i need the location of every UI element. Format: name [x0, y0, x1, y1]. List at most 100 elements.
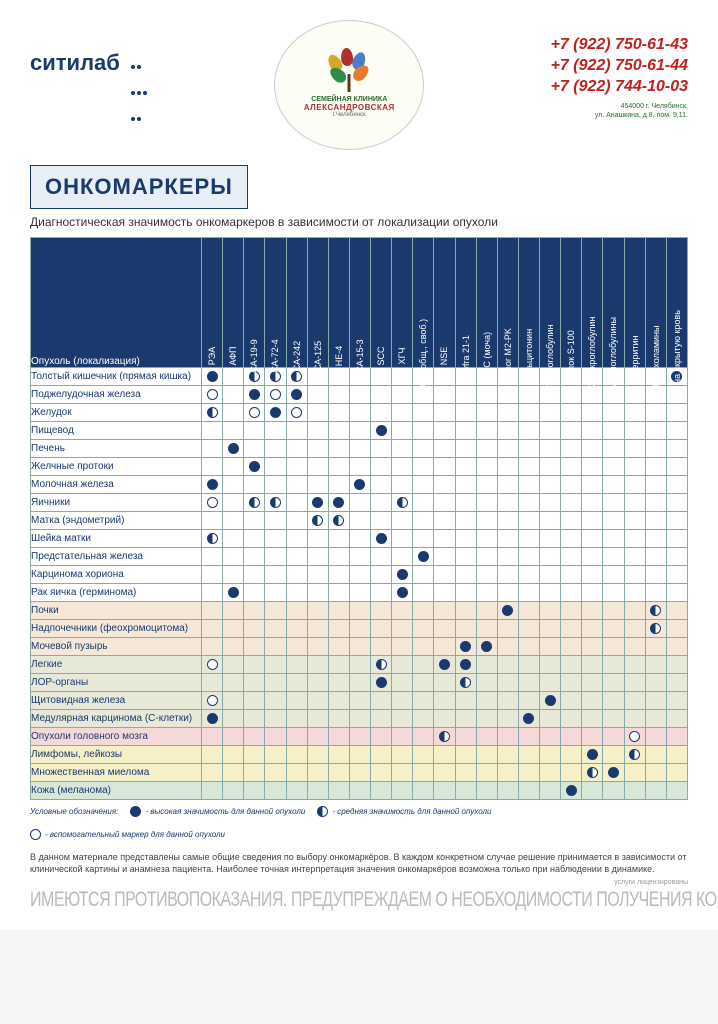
matrix-cell	[624, 584, 645, 602]
matrix-cell	[202, 566, 223, 584]
matrix-cell	[497, 386, 518, 404]
matrix-cell	[413, 584, 434, 602]
matrix-cell	[666, 476, 687, 494]
matrix-cell	[666, 620, 687, 638]
matrix-cell	[328, 386, 349, 404]
matrix-cell	[561, 476, 582, 494]
matrix-cell	[540, 710, 561, 728]
matrix-cell	[413, 440, 434, 458]
matrix-cell	[244, 476, 265, 494]
matrix-cell	[392, 368, 413, 386]
matrix-cell	[392, 404, 413, 422]
row-label: Кожа (меланома)	[31, 782, 202, 800]
matrix-cell	[223, 638, 244, 656]
matrix-cell	[476, 764, 497, 782]
matrix-cell	[244, 494, 265, 512]
matrix-cell	[265, 530, 286, 548]
empty-circle-icon	[291, 407, 302, 418]
matrix-cell	[349, 674, 370, 692]
col-header: Кал на скрытую кровь	[666, 238, 687, 368]
matrix-cell	[497, 710, 518, 728]
matrix-cell	[561, 584, 582, 602]
matrix-cell	[286, 674, 307, 692]
matrix-cell	[434, 782, 455, 800]
matrix-cell	[392, 476, 413, 494]
matrix-cell	[307, 422, 328, 440]
half-circle-icon	[207, 407, 218, 418]
matrix-cell	[286, 422, 307, 440]
matrix-cell	[286, 494, 307, 512]
row-label: Множественная миелома	[31, 764, 202, 782]
matrix-cell	[244, 620, 265, 638]
matrix-cell	[307, 656, 328, 674]
matrix-cell	[455, 386, 476, 404]
matrix-cell	[603, 422, 624, 440]
matrix-cell	[392, 764, 413, 782]
matrix-cell	[307, 458, 328, 476]
matrix-cell	[497, 512, 518, 530]
matrix-cell	[349, 746, 370, 764]
matrix-cell	[265, 386, 286, 404]
matrix-cell	[244, 638, 265, 656]
col-header: SCC	[371, 238, 392, 368]
matrix-cell	[223, 530, 244, 548]
matrix-cell	[455, 512, 476, 530]
matrix-cell	[540, 566, 561, 584]
col-header: Tumor M2-PK	[497, 238, 518, 368]
matrix-cell	[244, 548, 265, 566]
matrix-cell	[223, 548, 244, 566]
document-page: ситилаб СЕМЕЙНАЯ КЛИНИКА АЛЕКСАНДРОВСКАЯ…	[0, 0, 718, 930]
matrix-cell	[307, 602, 328, 620]
matrix-cell	[328, 620, 349, 638]
row-label: Желчные протоки	[31, 458, 202, 476]
matrix-cell	[434, 602, 455, 620]
row-label: Толстый кишечник (прямая кишка)	[31, 368, 202, 386]
matrix-cell	[624, 404, 645, 422]
matrix-cell	[518, 584, 539, 602]
matrix-cell	[307, 386, 328, 404]
full-circle-icon	[207, 371, 218, 382]
col-header: ПСА (общ., своб.)	[413, 238, 434, 368]
empty-circle-icon	[30, 829, 41, 840]
matrix-cell	[371, 404, 392, 422]
matrix-cell	[561, 602, 582, 620]
matrix-cell	[413, 602, 434, 620]
matrix-cell	[497, 782, 518, 800]
empty-circle-icon	[207, 497, 218, 508]
matrix-cell	[265, 674, 286, 692]
matrix-cell	[518, 728, 539, 746]
table-row: Рак яичка (герминома)	[31, 584, 688, 602]
table-row: Матка (эндометрий)	[31, 512, 688, 530]
row-label: Почки	[31, 602, 202, 620]
matrix-cell	[497, 692, 518, 710]
matrix-cell	[392, 566, 413, 584]
matrix-cell	[371, 710, 392, 728]
half-circle-icon	[317, 806, 328, 817]
table-row: ЛОР-органы	[31, 674, 688, 692]
table-row: Опухоли головного мозга	[31, 728, 688, 746]
clinic-line2: АЛЕКСАНДРОВСКАЯ	[304, 103, 395, 112]
matrix-cell	[286, 656, 307, 674]
matrix-cell	[497, 548, 518, 566]
matrix-cell	[223, 476, 244, 494]
matrix-cell	[540, 728, 561, 746]
footer-text: В данном материале представлены самые об…	[30, 852, 688, 875]
matrix-cell	[413, 476, 434, 494]
matrix-cell	[561, 440, 582, 458]
matrix-cell	[392, 746, 413, 764]
matrix-cell	[497, 566, 518, 584]
matrix-cell	[202, 548, 223, 566]
matrix-cell	[349, 566, 370, 584]
matrix-cell	[392, 692, 413, 710]
matrix-cell	[286, 404, 307, 422]
matrix-cell	[349, 620, 370, 638]
matrix-cell	[540, 422, 561, 440]
row-label: Опухоли головного мозга	[31, 728, 202, 746]
empty-circle-icon	[207, 659, 218, 670]
matrix-cell	[603, 602, 624, 620]
matrix-cell	[582, 458, 603, 476]
matrix-cell	[244, 602, 265, 620]
matrix-cell	[223, 782, 244, 800]
matrix-cell	[582, 494, 603, 512]
matrix-cell	[392, 710, 413, 728]
